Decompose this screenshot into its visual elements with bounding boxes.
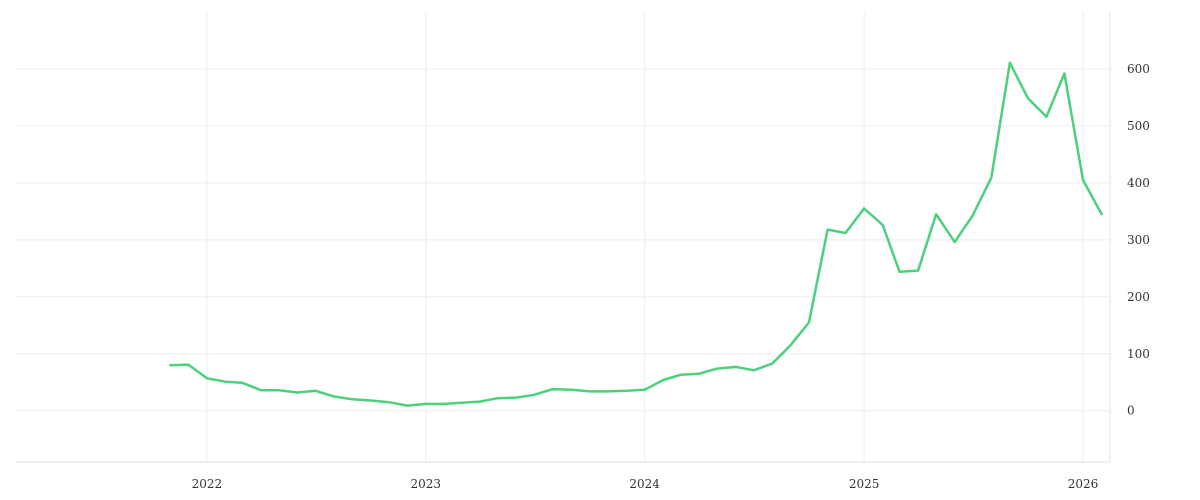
x-tick-label: 2023 (411, 477, 442, 491)
vertical-gridlines (206, 12, 1084, 462)
y-tick-label: 500 (1127, 119, 1150, 133)
y-tick-label: 100 (1127, 347, 1150, 361)
y-tick-label: 0 (1127, 404, 1135, 418)
y-tick-label: 300 (1127, 233, 1150, 247)
series-group (169, 61, 1103, 407)
x-axis-tick-labels: 2022 2023 2024 2025 2026 (192, 477, 1099, 491)
series-line-0 (169, 61, 1103, 407)
axis-lines (15, 12, 1111, 463)
x-tick-label: 2024 (629, 477, 660, 491)
x-tick-label: 2026 (1068, 477, 1099, 491)
y-tick-label: 600 (1127, 62, 1150, 76)
x-tick-label: 2022 (192, 477, 223, 491)
x-tick-label: 2025 (849, 477, 880, 491)
y-axis-tick-labels: 0 100 200 300 400 500 600 (1127, 62, 1150, 418)
y-tick-label: 200 (1127, 290, 1150, 304)
y-tick-label: 400 (1127, 176, 1150, 190)
horizontal-gridlines (15, 68, 1110, 412)
